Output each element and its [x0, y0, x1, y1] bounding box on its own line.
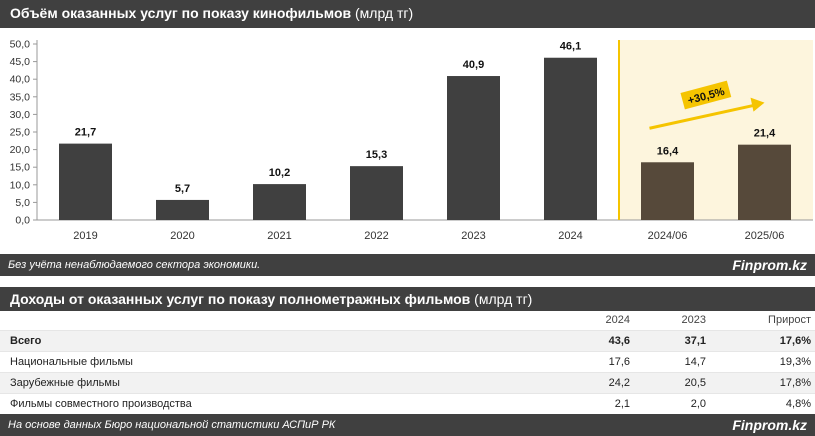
row-value-2024: 17,6	[558, 350, 634, 372]
row-value-2024: 2,1	[558, 392, 634, 414]
table-source-note: На основе данных Бюро национальной стати…	[8, 419, 336, 431]
y-tick-label: 10,0	[10, 179, 31, 191]
y-tick-label: 15,0	[10, 162, 31, 174]
bar-value-label: 21,7	[75, 127, 96, 139]
y-tick-label: 45,0	[10, 56, 31, 68]
bar-chart-svg: 0,0 5,0 10,0 15,0 20,0 25,0 30,0 35,0 40,0 45,0 50…	[10, 39, 813, 242]
row-value-2023: 14,7	[634, 350, 710, 372]
row-name: Зарубежные фильмы	[0, 371, 558, 393]
table-row: Зарубежные фильмы 24,2 20,5 17,8%	[0, 371, 815, 393]
table-header-2023: 2023	[681, 314, 706, 327]
table-header-2024: 2024	[605, 314, 630, 327]
y-tick-label: 35,0	[10, 91, 31, 103]
x-tick-label: 2020	[170, 230, 194, 242]
bar	[544, 57, 597, 221]
row-growth: 17,8%	[710, 371, 815, 393]
x-tick-label: 2025/06	[745, 230, 785, 242]
bar	[59, 143, 112, 220]
row-value-2024: 24,2	[558, 371, 634, 393]
table-header-name	[0, 311, 558, 330]
bar-value-label: 40,9	[463, 59, 484, 71]
x-tick-label: 2024	[558, 230, 582, 242]
y-tick-label: 30,0	[10, 109, 31, 121]
chart-footnote: Без учёта ненаблюдаемого сектора экономи…	[8, 259, 261, 271]
chart-title-bar: Объём оказанных услуг по показу кинофиль…	[0, 0, 815, 28]
row-value-2023: 37,1	[634, 329, 710, 351]
table-footer: На основе данных Бюро национальной стати…	[0, 414, 815, 436]
row-value-2023: 20,5	[634, 371, 710, 393]
growth-annotation-box	[680, 80, 732, 110]
table-header-row: 2024 2023 Прирост	[0, 311, 815, 330]
y-tick-label: 5,0	[15, 197, 30, 209]
growth-arrow-line	[649, 104, 753, 130]
bar-chart: 0,0 5,0 10,0 15,0 20,0 25,0 30,0 35,0 40,0 45,0 50…	[0, 28, 815, 254]
table-row: Всего 43,6 37,1 17,6%	[0, 329, 815, 351]
brand-logo: Finprom.kz	[732, 417, 807, 433]
row-growth: 19,3%	[710, 350, 815, 372]
chart-title-unit: (млрд тг)	[355, 5, 414, 21]
row-name: Фильмы совместного производства	[0, 392, 558, 414]
row-value-2024: 43,6	[558, 329, 634, 351]
bar	[156, 199, 209, 220]
row-name: Национальные фильмы	[0, 350, 558, 372]
table-row: Фильмы совместного производства 2,1 2,0 …	[0, 392, 815, 414]
bar	[641, 162, 694, 220]
bar	[253, 184, 306, 220]
y-tick-label: 40,0	[10, 74, 31, 86]
table-title: Доходы от оказанных услуг по показу полн…	[10, 291, 471, 307]
bar-value-label: 21,4	[754, 128, 776, 140]
x-tick-label: 2021	[267, 230, 291, 242]
bar	[350, 166, 403, 220]
bar-value-label: 5,7	[175, 183, 190, 195]
bar	[447, 76, 500, 220]
x-tick-label: 2024/06	[648, 230, 688, 242]
row-value-2023: 2,0	[634, 392, 710, 414]
bar-value-label: 15,3	[366, 149, 387, 161]
chart-footer: Без учёта ненаблюдаемого сектора экономи…	[0, 254, 815, 276]
table-header-growth: Прирост	[768, 314, 811, 327]
brand-logo: Finprom.kz	[732, 257, 807, 273]
x-tick-label: 2023	[461, 230, 485, 242]
bar-value-label: 10,2	[269, 167, 290, 179]
bar	[738, 144, 791, 220]
table-row: Национальные фильмы 17,6 14,7 19,3%	[0, 350, 815, 372]
table-title-unit: (млрд тг)	[474, 291, 533, 307]
y-tick-label: 25,0	[10, 127, 31, 139]
income-table: 2024 2023 Прирост Всего 43,6 37,1 17,6% …	[0, 311, 815, 414]
y-tick-label: 20,0	[10, 144, 31, 156]
row-growth: 17,6%	[710, 329, 815, 351]
growth-arrow-head	[750, 97, 765, 112]
table-title-bar: Доходы от оказанных услуг по показу полн…	[0, 287, 815, 311]
bar-value-label: 46,1	[560, 41, 581, 53]
row-name: Всего	[0, 329, 558, 351]
x-tick-label: 2019	[73, 230, 97, 242]
bar-value-label: 16,4	[657, 145, 679, 157]
x-tick-label: 2022	[364, 230, 388, 242]
y-tick-label: 0,0	[15, 215, 30, 227]
y-tick-label: 50,0	[10, 39, 31, 51]
chart-title: Объём оказанных услуг по показу кинофиль…	[10, 5, 352, 21]
row-growth: 4,8%	[710, 392, 815, 414]
